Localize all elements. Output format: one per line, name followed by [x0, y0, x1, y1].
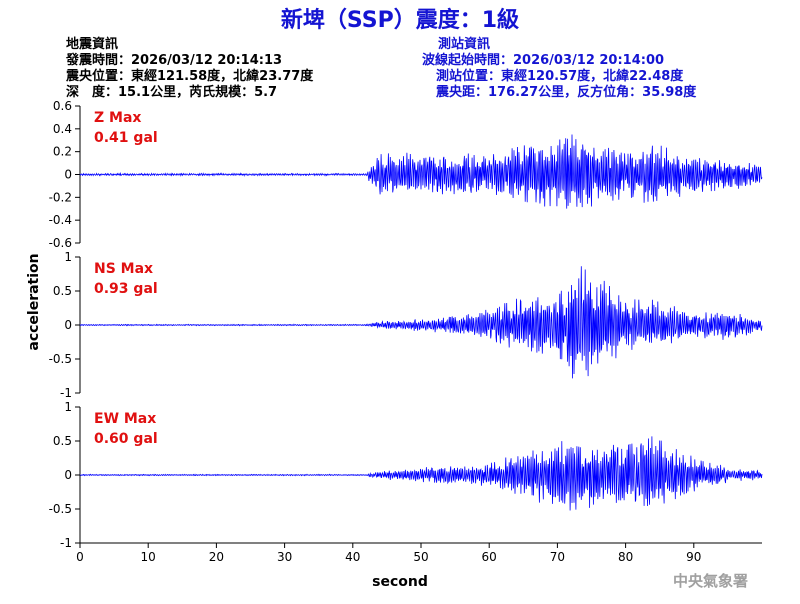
panel-z: 0.6 0.4 0.2 0 -0.2 -0.4 -0.6 Z Max 0.41 gal	[49, 99, 763, 250]
x-tick-label: 50	[413, 550, 428, 564]
x-tick-label: 70	[550, 550, 565, 564]
y-tick-label: 0	[64, 318, 72, 332]
y-tick-label: -1	[60, 536, 72, 550]
max-value-ew: 0.60 gal	[94, 431, 158, 447]
station-info-heading: 測站資訊	[438, 36, 490, 52]
y-tick-label: 0.5	[53, 284, 72, 298]
y-tick-label: 0.2	[53, 145, 72, 159]
y-tick-label: 0.5	[53, 434, 72, 448]
y-tick-label: -0.6	[49, 236, 72, 250]
quake-location: 震央位置：東經121.58度，北緯23.77度	[65, 68, 314, 84]
quake-time: 發震時間：2026/03/12 20:14:13	[65, 52, 282, 68]
quake-info-heading: 地震資訊	[66, 36, 118, 52]
max-title-ns: NS Max	[94, 261, 153, 277]
x-tick-label: 10	[141, 550, 156, 564]
panels-group: 0.6 0.4 0.2 0 -0.2 -0.4 -0.6 Z Max 0.41 gal 1 0.5 0…	[49, 99, 763, 564]
y-tick-label: 0.4	[53, 122, 72, 136]
y-tick-label: 1	[64, 250, 72, 264]
y-tick-label: -0.5	[49, 502, 72, 516]
y-tick-label: -0.5	[49, 352, 72, 366]
x-tick-label: 90	[686, 550, 701, 564]
max-value-z: 0.41 gal	[94, 130, 158, 146]
max-title-z: Z Max	[94, 110, 141, 126]
panel-ns: 1 0.5 0 -0.5 -1 NS Max 0.93 gal	[49, 250, 763, 400]
y-axis-label: acceleration	[26, 253, 42, 350]
y-tick-label: 0	[64, 168, 72, 182]
y-tick-label: 1	[64, 400, 72, 414]
max-value-ns: 0.93 gal	[94, 281, 158, 297]
waveform-ns	[79, 266, 763, 379]
waveform-ew	[79, 436, 763, 511]
x-axis-label: second	[372, 574, 428, 590]
quake-depth: 深 度：15.1公里，芮氏規模：5.7	[66, 84, 277, 100]
station-location: 測站位置：東經120.57度，北緯22.48度	[436, 68, 684, 84]
x-tick-label: 80	[618, 550, 633, 564]
max-title-ew: EW Max	[94, 411, 156, 427]
y-tick-label: 0.6	[53, 99, 72, 113]
x-tick-label: 0	[76, 550, 84, 564]
chart-title: 新埤（SSP）震度：1級	[281, 7, 519, 33]
epicentral-distance: 震央距：176.27公里，反方位角：35.98度	[435, 84, 697, 100]
x-tick-label: 20	[209, 550, 224, 564]
panel-ew: 1 0.5 0 -0.5 -1 EW Max 0.60 gal	[49, 400, 763, 550]
y-tick-label: 0	[64, 468, 72, 482]
x-tick-label: 60	[482, 550, 497, 564]
agency-mark: 中央氣象署	[673, 572, 748, 590]
x-tick-label: 30	[277, 550, 292, 564]
wave-start-time: 波線起始時間：2026/03/12 20:14:00	[422, 52, 664, 68]
y-tick-label: -0.4	[49, 213, 72, 227]
y-tick-label: -0.2	[49, 190, 72, 204]
x-tick-label: 40	[345, 550, 360, 564]
waveform-z	[79, 134, 763, 209]
y-tick-label: -1	[60, 386, 72, 400]
